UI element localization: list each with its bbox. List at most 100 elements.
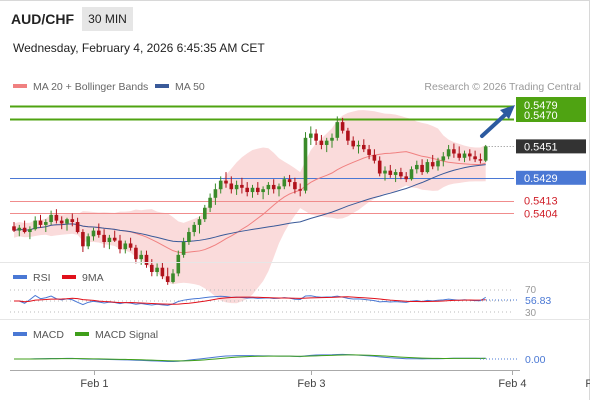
candle xyxy=(165,267,170,285)
candle-body xyxy=(335,122,340,138)
candle xyxy=(176,250,181,277)
candle-body xyxy=(70,219,75,223)
candle xyxy=(118,234,122,254)
candle-body xyxy=(181,242,186,255)
x-tick-label: Feb 3 xyxy=(297,378,325,390)
candle xyxy=(17,224,22,237)
candle-body xyxy=(139,254,143,260)
ma50-legend-swatch xyxy=(155,84,169,88)
candle xyxy=(457,146,461,161)
forecast-arrow-shaft xyxy=(480,112,508,138)
candle xyxy=(351,136,355,150)
interval-selector-button[interactable]: 30 MIN xyxy=(82,7,133,31)
candle-body xyxy=(165,276,170,282)
candle xyxy=(287,174,292,187)
candle-body xyxy=(97,230,101,235)
candle xyxy=(346,127,350,145)
candle-body xyxy=(271,184,276,190)
candle xyxy=(383,166,387,181)
candle-body xyxy=(356,144,361,147)
candle-body xyxy=(287,179,292,183)
x-tick-label: Feb 12 xyxy=(585,378,590,390)
candle xyxy=(181,237,186,258)
rsi-line xyxy=(14,294,486,306)
rsi-ma-legend-swatch xyxy=(62,275,76,279)
candle-body xyxy=(218,180,223,190)
resistance-2-label: 0.5479 xyxy=(524,100,558,112)
candle xyxy=(420,159,424,175)
candle xyxy=(245,182,249,197)
pivot-label-box xyxy=(516,170,586,185)
candle xyxy=(155,263,159,277)
candle xyxy=(33,216,37,231)
candle-body xyxy=(256,187,260,193)
rsi-reference-label: 70 xyxy=(525,285,537,296)
candle xyxy=(112,230,117,243)
candle-body xyxy=(171,273,175,282)
candle-body xyxy=(362,144,366,150)
rsi-ma-line xyxy=(14,296,486,305)
x-tick-label: Feb 4 xyxy=(498,378,526,390)
resistance-1-label: 0.5470 xyxy=(524,110,558,122)
candle-body xyxy=(330,137,334,141)
candle-body xyxy=(187,232,191,243)
pivot-label: 0.5429 xyxy=(524,173,558,185)
candle xyxy=(388,164,393,178)
support-1-label: 0.5413 xyxy=(524,196,558,208)
candle xyxy=(192,222,196,237)
candle-body xyxy=(192,224,196,233)
candle-body xyxy=(81,232,85,247)
last-price-label-box xyxy=(516,139,586,154)
candle xyxy=(436,157,440,171)
candle-body xyxy=(107,237,112,243)
candle-body xyxy=(118,240,122,250)
macd-signal-legend-label: MACD Signal xyxy=(95,329,158,341)
resistance-2-label-box xyxy=(516,97,586,122)
candle-body xyxy=(38,220,43,225)
candle xyxy=(425,159,430,174)
candle xyxy=(330,133,334,148)
candle xyxy=(75,217,80,234)
candle-body xyxy=(425,162,430,173)
candle xyxy=(430,154,435,170)
candle-body xyxy=(102,234,106,243)
candle-body xyxy=(468,153,472,157)
datetime-label: Wednesday, February 4, 2026 6:45:35 AM C… xyxy=(13,41,265,55)
candle-body xyxy=(452,149,456,154)
macd-legend-label: MACD xyxy=(33,329,64,341)
support-2-label: 0.5404 xyxy=(524,208,558,220)
candle xyxy=(97,223,101,238)
candle xyxy=(22,220,27,234)
candle-body xyxy=(49,214,53,223)
candle xyxy=(468,149,472,161)
rsi-reference-label: 30 xyxy=(525,308,537,319)
candle-body xyxy=(462,153,467,158)
x-axis: Feb 1 Feb 3 Feb 4 Feb 12 xyxy=(10,370,590,390)
candle-body xyxy=(54,214,59,221)
candle xyxy=(393,169,398,183)
candle-body xyxy=(282,179,287,187)
macd-panel: MACD MACD Signal 0.00 xyxy=(13,329,546,366)
candle xyxy=(367,144,371,160)
candle-body xyxy=(112,237,117,241)
candle-body xyxy=(75,222,80,233)
candle-body xyxy=(430,162,435,167)
candle-body xyxy=(65,219,69,224)
candle xyxy=(462,150,467,163)
ma50-legend-label: MA 50 xyxy=(175,81,205,93)
candle xyxy=(314,129,318,145)
candle-body xyxy=(314,133,318,141)
candle-body xyxy=(245,187,249,193)
candle xyxy=(282,176,287,190)
candle xyxy=(372,149,377,164)
candle-body xyxy=(441,156,446,161)
candle xyxy=(229,176,234,194)
candle-body xyxy=(12,226,16,231)
candle-body xyxy=(134,247,138,260)
candle xyxy=(187,227,191,245)
candle-body xyxy=(393,172,398,175)
candle-body xyxy=(59,220,64,224)
candle-body xyxy=(319,140,324,145)
candle xyxy=(266,182,271,195)
